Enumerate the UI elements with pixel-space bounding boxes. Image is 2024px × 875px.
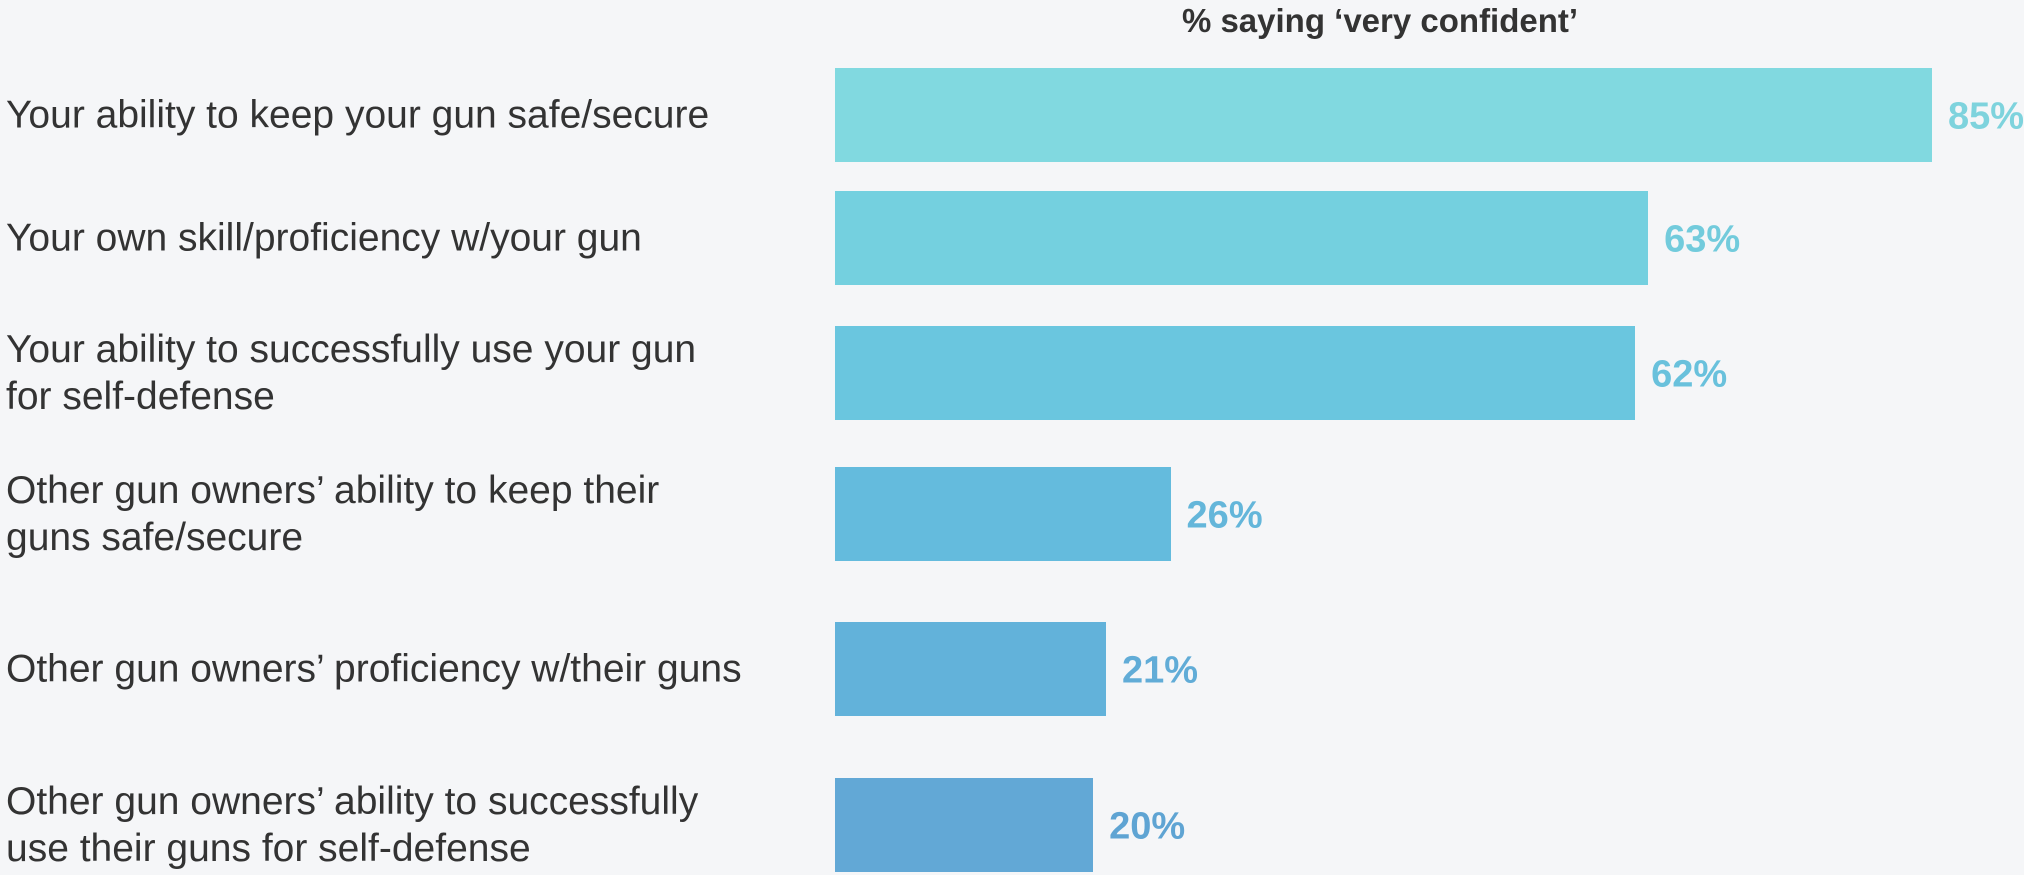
category-label: Other gun owners’ ability to successfull… — [6, 780, 699, 870]
bar — [835, 622, 1107, 716]
value-label: 85% — [1948, 95, 2024, 138]
value-label: 62% — [1651, 353, 1728, 396]
category-label: Other gun owners’ ability to keep their … — [6, 469, 660, 559]
value-label: 26% — [1186, 494, 1263, 537]
category-label: Your own skill/proficiency w/your gun — [6, 216, 642, 260]
value-label: 21% — [1122, 649, 1199, 692]
value-label: 20% — [1109, 805, 1186, 848]
bar — [835, 326, 1636, 420]
bar — [835, 778, 1094, 872]
bar — [835, 467, 1171, 561]
bar — [835, 68, 1932, 162]
category-label: Other gun owners’ proficiency w/their gu… — [6, 647, 742, 691]
chart-title: % saying ‘very confident’ — [1181, 2, 1579, 39]
category-label: Your ability to successfully use your gu… — [6, 328, 697, 418]
value-label: 63% — [1664, 218, 1741, 261]
category-label: Your ability to keep your gun safe/secur… — [6, 93, 710, 137]
bar — [835, 191, 1649, 285]
